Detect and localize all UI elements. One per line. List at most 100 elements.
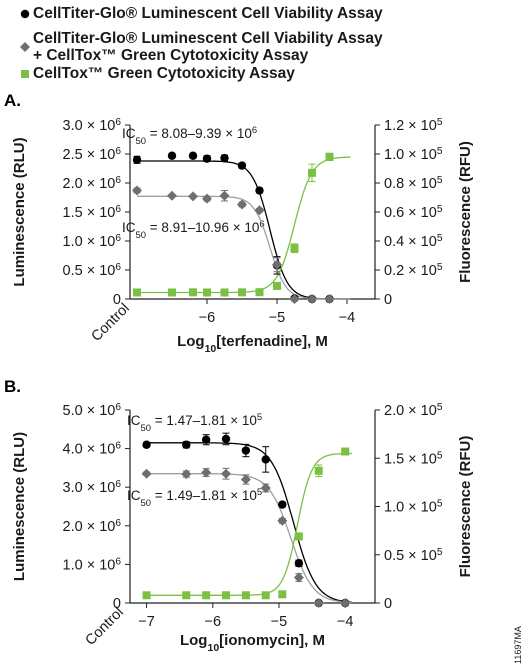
y-tick-label-right: 0.2 × 105 — [384, 262, 443, 280]
data-point — [182, 440, 191, 449]
y-tick-label-left: 2.5 × 106 — [63, 146, 122, 164]
x-axis-title: Log10[ionomycin], M — [180, 632, 325, 654]
data-point — [203, 288, 211, 297]
x-axis-title: Log10[terfenadine], M — [177, 333, 328, 355]
y-tick-label-left: 1.0 × 106 — [63, 233, 122, 251]
data-point — [325, 152, 334, 161]
data-point — [220, 153, 229, 163]
legend-entry: CellTox™ Green Cytotoxicity Assay — [33, 65, 295, 82]
y-tick-label-right: 0.5 × 105 — [384, 546, 443, 564]
y-tick-label-left: 2.0 × 106 — [63, 517, 122, 535]
legend-label: CellTiter-Glo® Luminescent Cell Viabilit… — [33, 30, 383, 47]
data-point — [237, 161, 247, 170]
ic50-annotation: IC50 = 1.49–1.81 × 105 — [127, 487, 262, 509]
y-tick-label-left: 0 — [113, 596, 121, 612]
legend-marker-circle — [20, 9, 30, 19]
ic50-annotation: IC50 = 8.91–10.96 × 106 — [122, 219, 265, 241]
fit-curve — [146, 442, 352, 603]
data-point — [220, 288, 229, 297]
data-point — [188, 191, 198, 202]
data-point — [168, 288, 176, 297]
data-point — [142, 591, 151, 600]
y-axis-title-right: Fluorescence (RFU) — [457, 436, 474, 578]
data-point — [255, 186, 264, 195]
legend-label: CellTox™ Green Cytotoxicity Assay — [33, 65, 295, 82]
ic50-annotation: IC50 = 1.47–1.81 × 105 — [127, 412, 262, 434]
x-tick-label: −5 — [269, 310, 286, 326]
x-tick-label: −6 — [204, 614, 221, 630]
data-point — [307, 294, 317, 304]
data-point — [290, 244, 299, 253]
data-point — [341, 447, 350, 456]
y-tick-label-right: 1.0 × 105 — [384, 146, 443, 164]
legend-markers — [20, 9, 30, 78]
x-tick-label: −6 — [199, 310, 216, 326]
legend-label: CellTiter-Glo® Luminescent Cell Viabilit… — [33, 5, 383, 22]
legend-entry: CellTiter-Glo® Luminescent Cell Viabilit… — [33, 5, 383, 22]
data-point — [221, 434, 231, 444]
data-point — [308, 168, 316, 177]
data-point — [201, 435, 211, 444]
data-point — [260, 482, 271, 493]
fit-curve — [137, 195, 351, 300]
data-point — [221, 468, 232, 479]
data-point — [278, 590, 287, 599]
y-tick-label-right: 0.4 × 105 — [384, 233, 443, 251]
ic50-annotation: IC50 = 8.08–9.39 × 106 — [122, 125, 257, 147]
legend-entry: CellTiter-Glo® Luminescent Cell Viabilit… — [33, 30, 383, 64]
legend-label: + CellTox™ Green Cytotoxicity Assay — [33, 47, 309, 64]
data-point — [294, 532, 303, 541]
data-point — [202, 193, 212, 204]
data-point — [219, 190, 230, 201]
y-tick-label-right: 2.0 × 105 — [384, 402, 443, 420]
y-tick-label-right: 0 — [384, 292, 392, 308]
y-tick-label-right: 0 — [384, 596, 392, 612]
data-point — [237, 199, 247, 210]
legend-marker-square — [21, 70, 29, 78]
data-point — [238, 288, 246, 297]
data-point — [340, 598, 351, 608]
data-point — [189, 288, 197, 297]
data-point — [241, 446, 251, 455]
data-point — [201, 467, 212, 478]
data-point — [278, 500, 287, 509]
data-point — [202, 591, 211, 600]
y-axis-title-left: Luminescence (RLU) — [11, 137, 28, 286]
data-point — [133, 288, 141, 297]
data-point — [261, 591, 270, 600]
chart-panel: A. 0 0.5 × 106 1.0 × 106 1.5 × 106 2.0 × 106 2… — [4, 91, 474, 355]
figure-code: 11697MA — [513, 626, 523, 664]
data-point — [324, 294, 335, 304]
y-tick-label-left: 5.0 × 106 — [63, 402, 122, 420]
y-tick-label-right: 0.8 × 105 — [384, 175, 443, 193]
y-tick-label-left: 4.0 × 106 — [63, 440, 122, 458]
data-point — [132, 155, 142, 164]
y-tick-label-left: 1.5 × 106 — [63, 204, 122, 222]
chart-panel: B. 0 1.0 × 106 2.0 × 106 3.0 × 106 4.0 × 106 5… — [4, 377, 474, 654]
data-point — [313, 598, 324, 608]
data-point — [142, 440, 151, 449]
x-tick-label: −4 — [339, 310, 356, 326]
data-point — [181, 469, 192, 480]
data-point — [272, 259, 282, 270]
panel-label: A. — [4, 91, 21, 110]
data-point — [254, 205, 265, 216]
data-point — [132, 185, 142, 196]
y-tick-label-right: 1.2 × 105 — [384, 117, 443, 135]
y-tick-label-left: 1.0 × 106 — [63, 556, 122, 574]
y-tick-label-left: 0 — [113, 292, 121, 308]
y-tick-label-right: 1.0 × 105 — [384, 498, 443, 516]
x-tick-label: −4 — [337, 614, 354, 630]
data-point — [222, 591, 231, 600]
data-point — [240, 474, 251, 485]
y-tick-label-left: 3.0 × 106 — [63, 479, 122, 497]
x-control-label: Control — [82, 605, 126, 649]
data-point — [167, 151, 177, 160]
data-point — [202, 154, 212, 163]
data-point — [293, 572, 304, 583]
data-point — [294, 559, 304, 568]
data-point — [241, 591, 250, 600]
fit-curve — [146, 473, 352, 604]
y-tick-label-right: 0.6 × 105 — [384, 204, 443, 222]
